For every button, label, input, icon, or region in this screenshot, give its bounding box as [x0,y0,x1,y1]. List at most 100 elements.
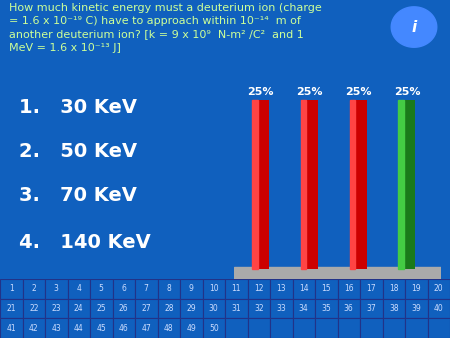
Bar [0,279,22,298]
Text: 41: 41 [6,324,16,333]
Bar [90,318,112,338]
Bar [360,318,382,338]
Text: 11: 11 [231,284,241,293]
Bar [225,298,248,318]
Text: 10: 10 [209,284,219,293]
Text: 48: 48 [164,324,174,333]
Text: 14: 14 [299,284,309,293]
Text: 40: 40 [434,304,444,313]
Text: 24: 24 [74,304,84,313]
Bar [22,318,45,338]
Text: 6: 6 [122,284,126,293]
Bar [338,318,360,338]
Bar [45,298,68,318]
Bar [202,318,225,338]
Text: 27: 27 [141,304,151,313]
Bar [292,318,315,338]
Text: How much kinetic energy must a deuterium ion (charge
= 1.6 x 10⁻¹⁹ C) have to ap: How much kinetic energy must a deuterium… [9,3,322,53]
Text: 31: 31 [231,304,241,313]
Bar [180,318,202,338]
Text: 30: 30 [209,304,219,313]
Bar [270,298,292,318]
Bar [398,100,404,269]
Bar [360,279,382,298]
Bar [428,298,450,318]
Text: 39: 39 [411,304,421,313]
Bar [158,298,180,318]
Bar [45,318,68,338]
Bar [248,318,270,338]
Bar [270,279,292,298]
Bar [338,298,360,318]
Text: 34: 34 [299,304,309,313]
Polygon shape [391,7,437,47]
Bar [398,100,415,269]
Bar [405,298,428,318]
Bar [225,279,248,298]
Text: 20: 20 [434,284,444,293]
Text: 46: 46 [119,324,129,333]
Text: 42: 42 [29,324,39,333]
Bar [225,318,248,338]
Text: 49: 49 [186,324,196,333]
Text: 8: 8 [166,284,171,293]
Bar [180,298,202,318]
Bar [0,318,22,338]
Text: 4.   140 KeV: 4. 140 KeV [18,233,150,252]
Text: 5: 5 [99,284,104,293]
Text: 37: 37 [366,304,376,313]
Bar [292,298,315,318]
Bar [68,279,90,298]
Text: 13: 13 [276,284,286,293]
Bar [158,318,180,338]
Text: 25%: 25% [394,87,420,97]
Bar [350,100,367,269]
Bar [428,318,450,338]
Text: 2: 2 [32,284,36,293]
Bar [112,318,135,338]
Bar [90,279,112,298]
Text: 25%: 25% [248,87,274,97]
Bar [45,279,68,298]
Text: 36: 36 [344,304,354,313]
Bar [135,298,158,318]
Text: 12: 12 [254,284,264,293]
Bar [315,318,338,338]
Bar [135,279,158,298]
Text: 1.   30 KeV: 1. 30 KeV [18,97,136,117]
Bar [252,100,269,269]
Bar [202,298,225,318]
Bar [338,279,360,298]
Bar [202,279,225,298]
Text: 47: 47 [141,324,151,333]
Text: 2.   50 KeV: 2. 50 KeV [18,142,137,161]
Bar [135,318,158,338]
Bar [248,279,270,298]
Bar [68,318,90,338]
Text: 21: 21 [6,304,16,313]
Bar [158,279,180,298]
Text: 18: 18 [389,284,399,293]
Bar [0,298,22,318]
Text: 1: 1 [9,284,14,293]
Text: 22: 22 [29,304,39,313]
Bar [252,100,258,269]
Bar [234,267,441,279]
Text: 25%: 25% [296,87,323,97]
Text: 32: 32 [254,304,264,313]
Text: 35: 35 [321,304,331,313]
Text: 26: 26 [119,304,129,313]
Text: 23: 23 [51,304,61,313]
Text: 45: 45 [96,324,106,333]
Bar [90,298,112,318]
Bar [405,279,428,298]
Text: 28: 28 [164,304,174,313]
Bar [405,318,428,338]
Bar [315,279,338,298]
Bar [248,298,270,318]
Text: 25: 25 [96,304,106,313]
Text: 25%: 25% [345,87,371,97]
Text: 7: 7 [144,284,148,293]
Text: 15: 15 [321,284,331,293]
Bar [382,279,405,298]
